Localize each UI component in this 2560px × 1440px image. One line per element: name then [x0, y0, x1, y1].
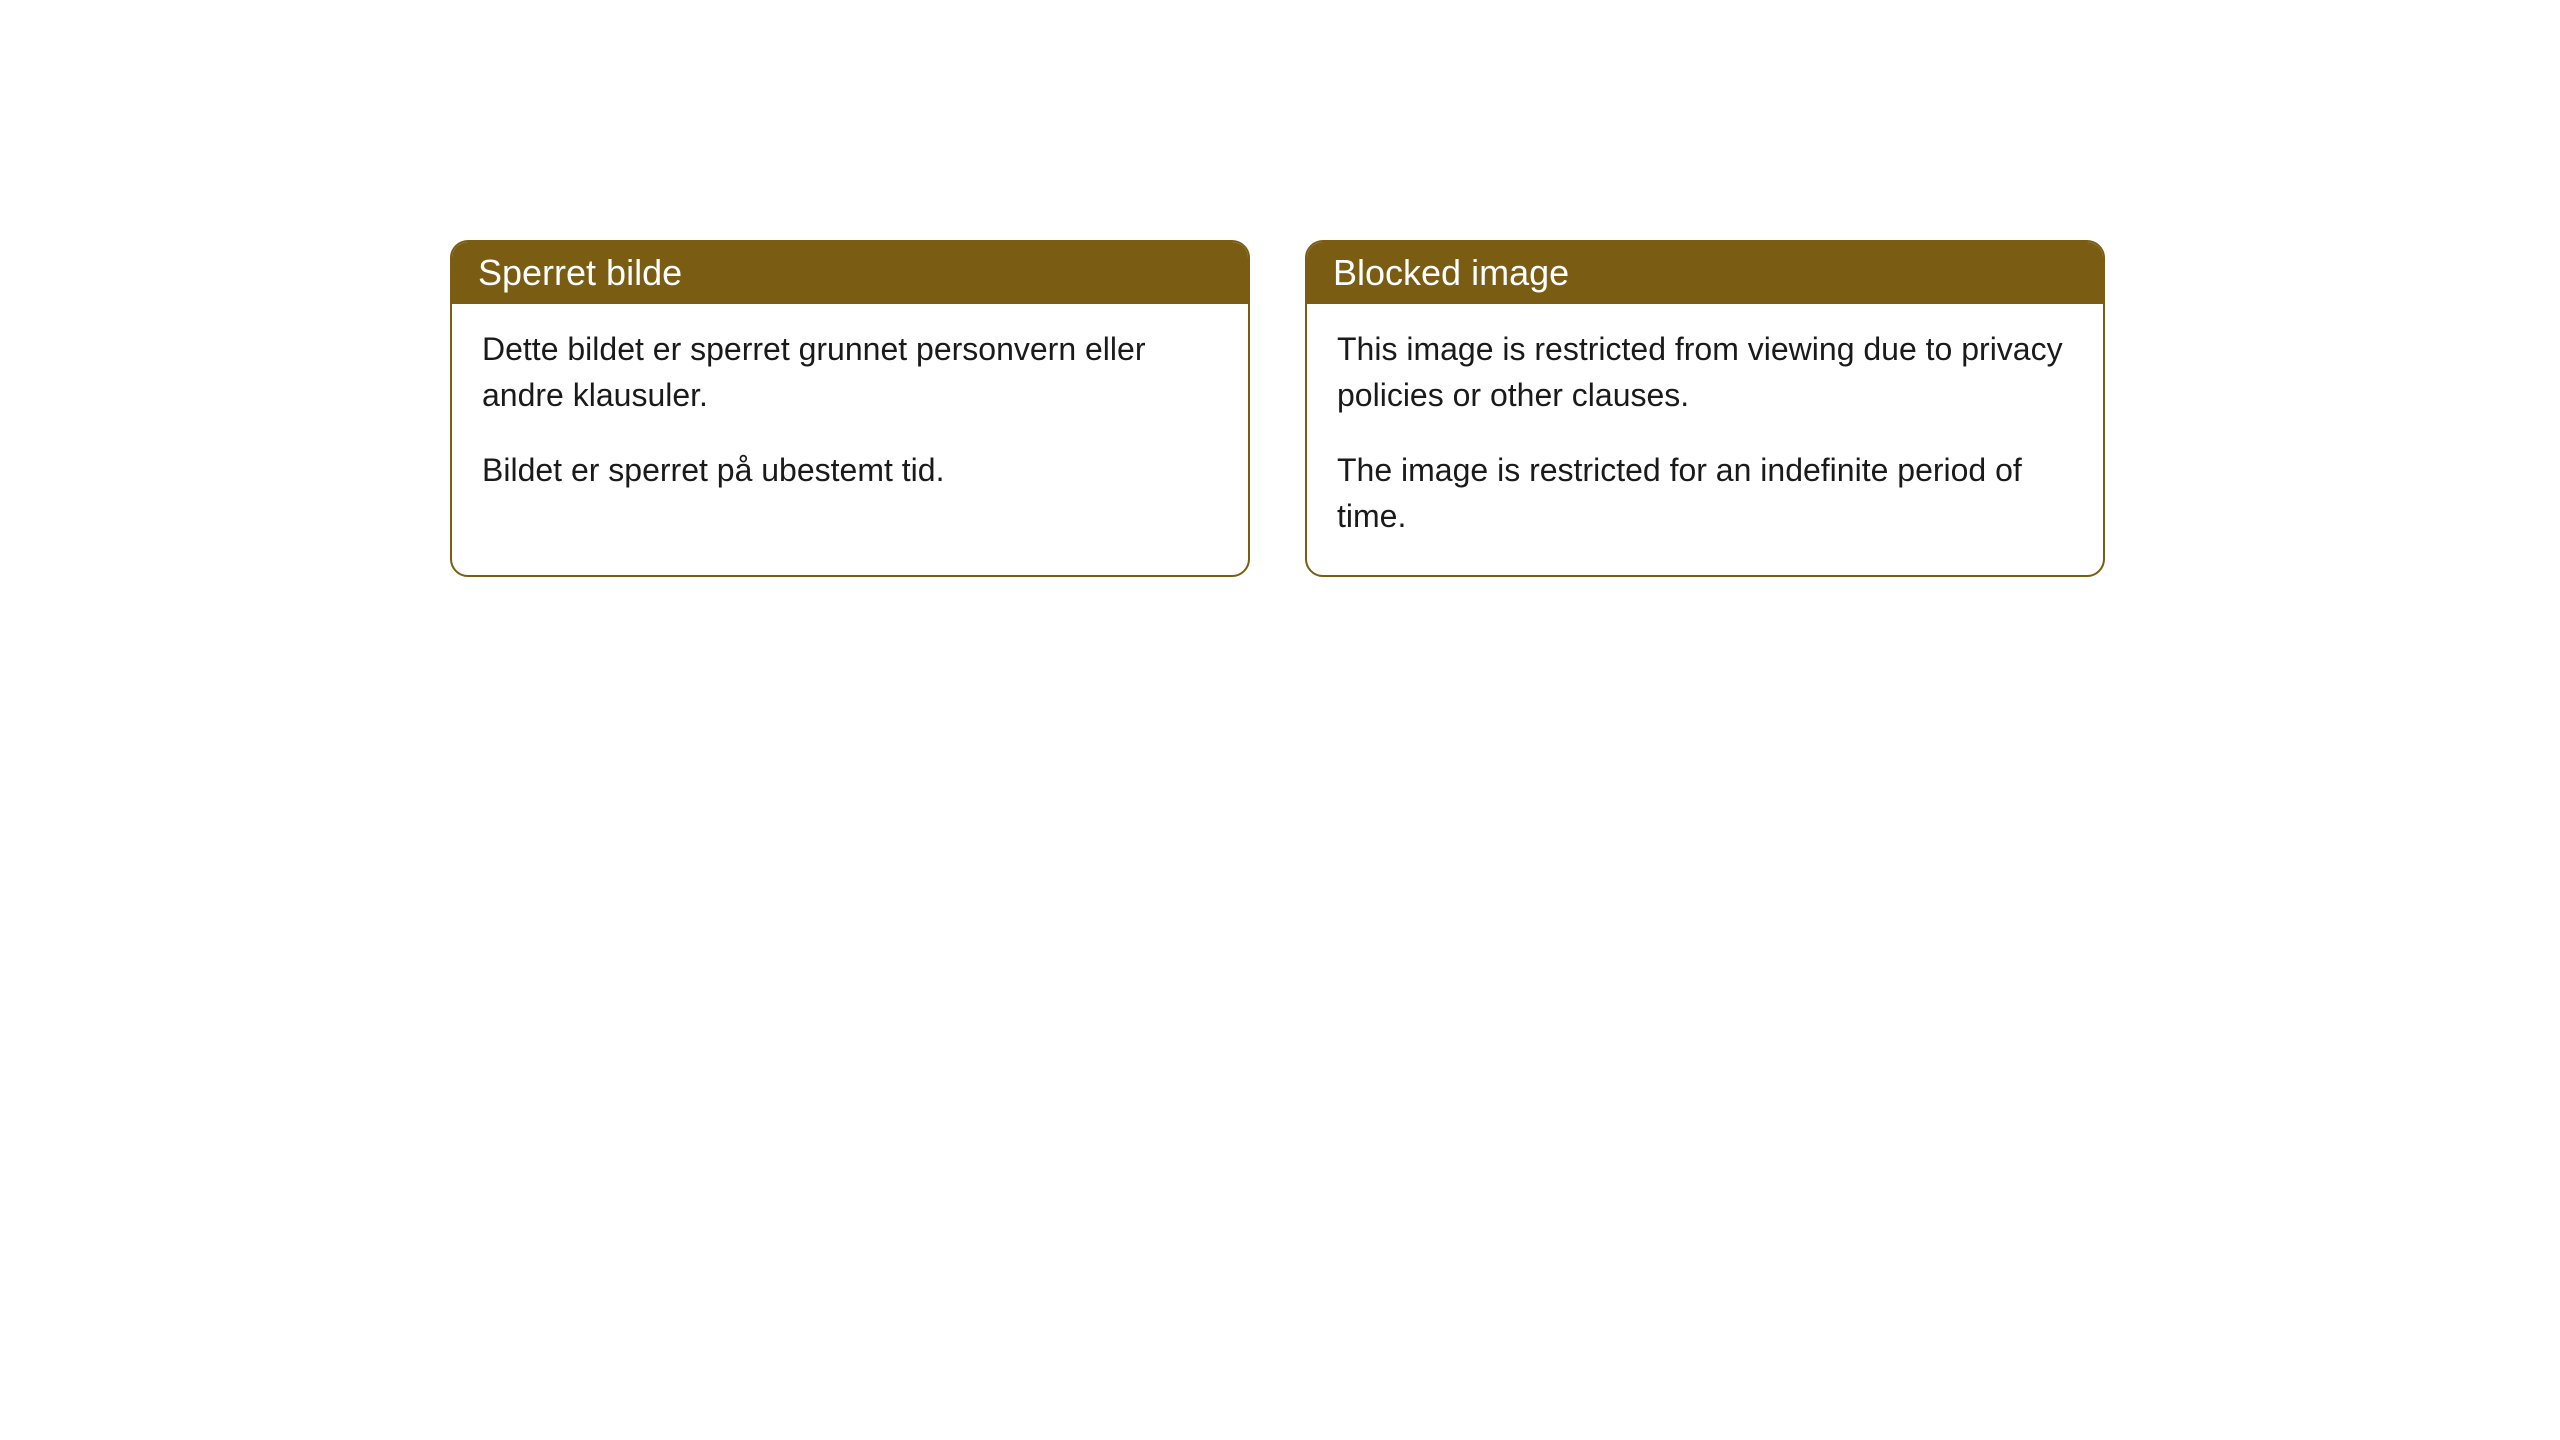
card-header-en: Blocked image	[1307, 242, 2103, 304]
card-paragraph: This image is restricted from viewing du…	[1337, 326, 2073, 419]
blocked-image-card-en: Blocked image This image is restricted f…	[1305, 240, 2105, 577]
card-paragraph: Dette bildet er sperret grunnet personve…	[482, 326, 1218, 419]
card-body-no: Dette bildet er sperret grunnet personve…	[452, 304, 1248, 528]
card-header-no: Sperret bilde	[452, 242, 1248, 304]
card-body-en: This image is restricted from viewing du…	[1307, 304, 2103, 575]
blocked-image-card-no: Sperret bilde Dette bildet er sperret gr…	[450, 240, 1250, 577]
card-paragraph: Bildet er sperret på ubestemt tid.	[482, 447, 1218, 493]
notice-cards-container: Sperret bilde Dette bildet er sperret gr…	[450, 240, 2560, 577]
card-paragraph: The image is restricted for an indefinit…	[1337, 447, 2073, 540]
